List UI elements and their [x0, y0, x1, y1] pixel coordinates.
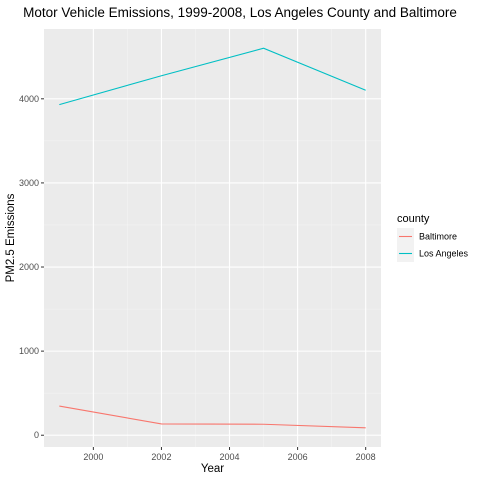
y-tick-label: 1000: [19, 346, 39, 356]
x-tick-label: 2000: [83, 452, 103, 462]
x-axis-title: Year: [201, 463, 224, 475]
x-tick-label: 2006: [288, 452, 308, 462]
x-tick-label: 2004: [220, 452, 240, 462]
x-tick-label: 2002: [151, 452, 171, 462]
series-lines: [59, 47, 366, 429]
legend-label-los-angeles: Los Angeles: [419, 249, 469, 259]
y-axis-title: PM2.5 Emissions: [5, 193, 17, 282]
x-axis: 2000 2002 2004 2006 2008: [83, 447, 376, 462]
plot-panel: [44, 29, 381, 447]
series-line-baltimore: [59, 405, 366, 429]
x-tick-label: 2008: [356, 452, 376, 462]
series-line-los-angeles: [59, 47, 366, 106]
major-gridlines: [44, 29, 381, 447]
y-axis: 0 1000 2000 3000 4000: [19, 94, 44, 440]
y-tick-label: 2000: [19, 262, 39, 272]
legend-label-baltimore: Baltimore: [419, 232, 457, 242]
y-tick-label: 4000: [19, 94, 39, 104]
chart-title: Motor Vehicle Emissions, 1999-2008, Los …: [23, 5, 457, 20]
legend: county Baltimore Los Angeles: [397, 213, 469, 262]
legend-title: county: [397, 213, 430, 225]
y-tick-label: 3000: [19, 178, 39, 188]
y-tick-label: 0: [34, 430, 39, 440]
